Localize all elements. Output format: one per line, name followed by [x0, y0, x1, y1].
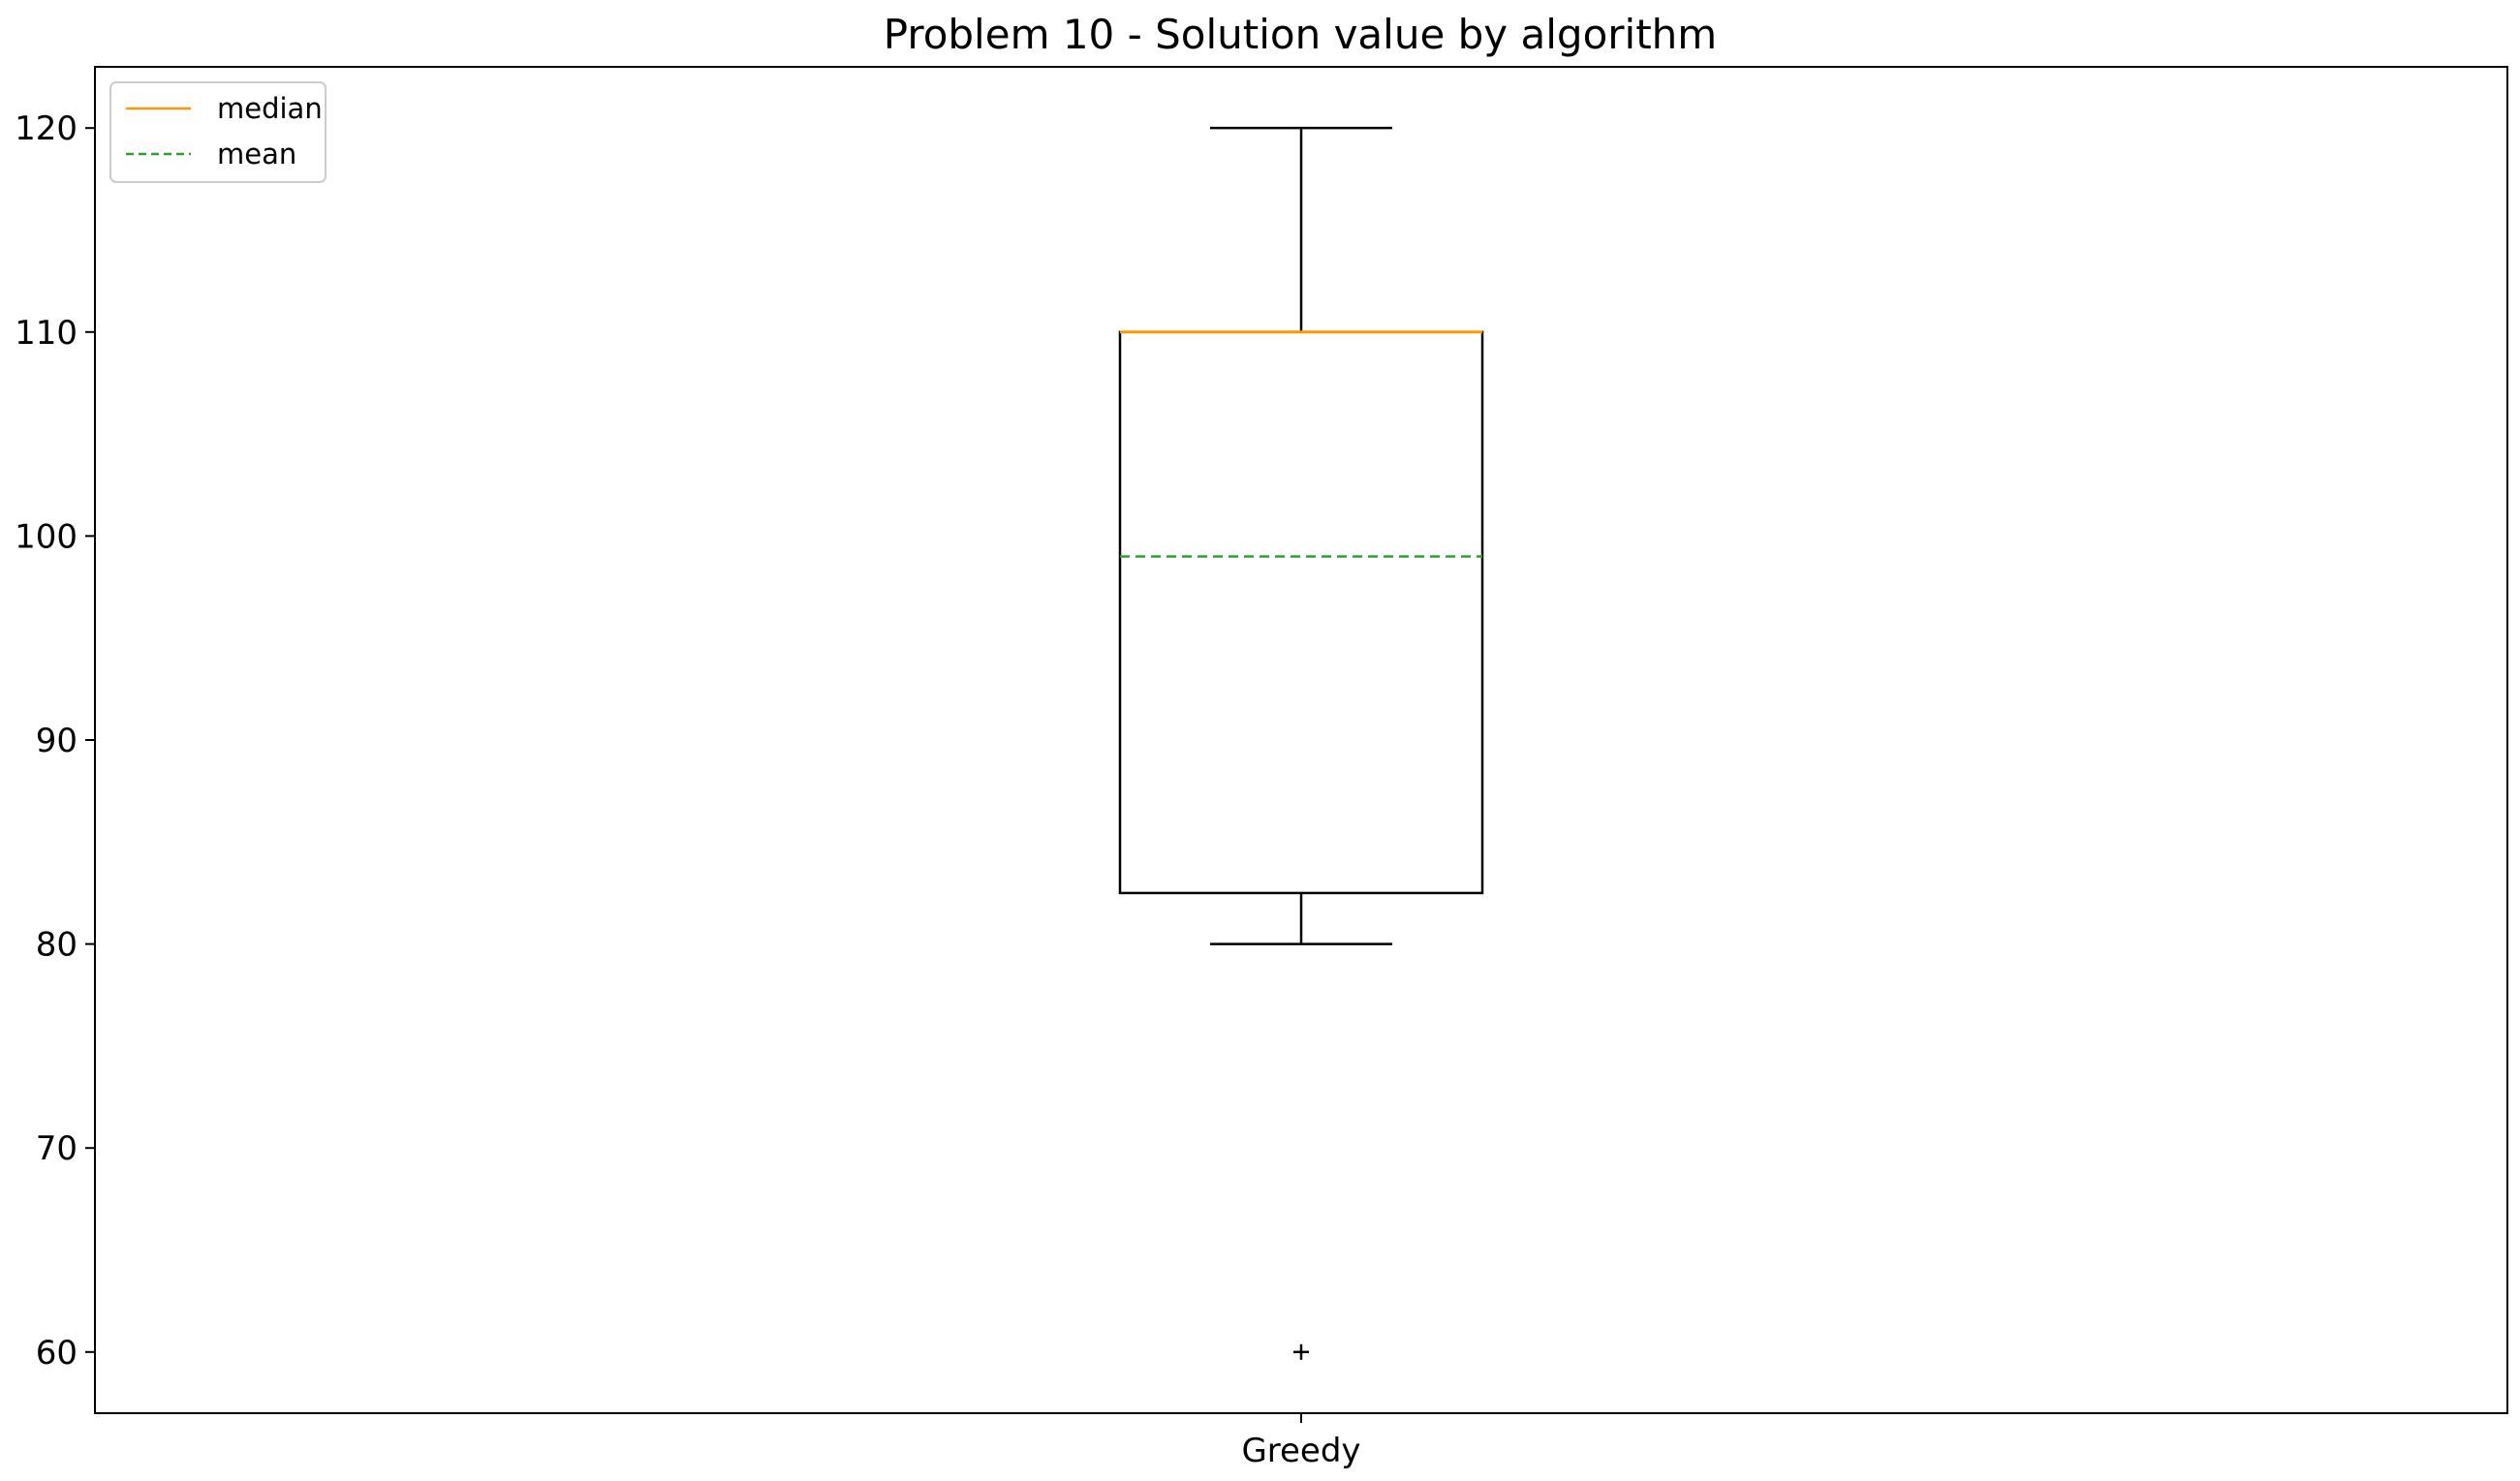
chart-title: Problem 10 - Solution value by algorithm: [884, 11, 1717, 58]
plot-marks: [1118, 126, 1484, 1360]
y-tick-label: 100: [15, 517, 78, 556]
y-tick-label: 90: [36, 722, 78, 760]
y-tick-label: 70: [36, 1129, 78, 1168]
y-tick-label: 120: [15, 109, 78, 148]
x-tick-label: Greedy: [1241, 1432, 1360, 1470]
y-tick-label: 110: [15, 314, 78, 353]
legend-label-mean: mean: [217, 138, 296, 170]
legend-label-median: median: [217, 92, 323, 125]
legend: median mean: [109, 81, 327, 183]
y-tick-label: 60: [36, 1334, 78, 1373]
x-axis: Greedy: [1241, 1413, 1361, 1470]
y-tick-label: 80: [36, 926, 78, 965]
y-axis: 60 70 80 90 100 110 120: [15, 109, 95, 1373]
plot-frame: [94, 66, 2508, 1414]
